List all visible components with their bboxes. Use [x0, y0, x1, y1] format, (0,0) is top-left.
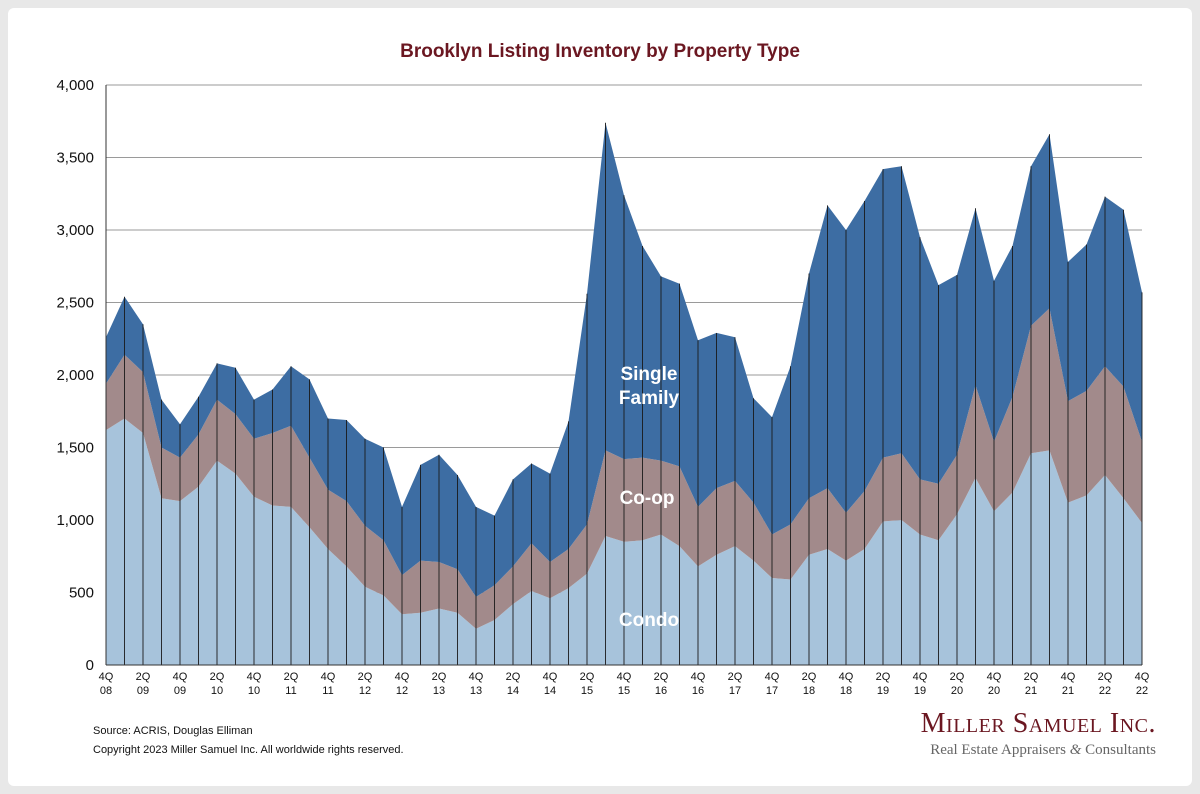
x-tick-label-year: 22 [1136, 685, 1148, 697]
x-tick-label-quarter: 4Q [913, 671, 928, 683]
x-tick-label-quarter: 4Q [395, 671, 410, 683]
x-tick-label-year: 18 [840, 685, 852, 697]
x-tick-label-quarter: 4Q [765, 671, 780, 683]
x-tick-label-quarter: 4Q [469, 671, 484, 683]
x-tick-label-year: 11 [322, 685, 333, 697]
x-tick-label-quarter: 2Q [876, 671, 891, 683]
x-tick-label-year: 21 [1062, 685, 1074, 697]
x-tick-label-year: 18 [803, 685, 815, 697]
x-tick-label-quarter: 4Q [617, 671, 632, 683]
x-tick-label-quarter: 2Q [210, 671, 225, 683]
y-tick-label: 2,000 [56, 367, 94, 384]
brand-tagline: Real Estate Appraisers & Consultants [921, 742, 1156, 759]
x-tick-label-year: 16 [655, 685, 667, 697]
x-tick-label-year: 16 [692, 685, 704, 697]
x-tick-label-quarter: 4Q [321, 671, 336, 683]
x-tick-label-year: 17 [766, 685, 778, 697]
x-tick-label-year: 19 [914, 685, 926, 697]
x-tick-label-quarter: 4Q [247, 671, 262, 683]
x-tick-label-quarter: 4Q [839, 671, 854, 683]
x-tick-label-year: 20 [988, 685, 1000, 697]
y-tick-label: 1,500 [56, 440, 94, 457]
copyright-note: Copyright 2023 Miller Samuel Inc. All wo… [93, 744, 404, 756]
x-axis-tick-labels: 4Q 08 2Q 09 4Q 09 2Q 10 4Q 10 2Q 11 4Q 11 2Q 12 4Q 12 2Q 13… [99, 671, 1150, 697]
x-tick-label-quarter: 2Q [580, 671, 595, 683]
x-tick-label-year: 08 [100, 685, 112, 697]
x-tick-label-year: 13 [433, 685, 445, 697]
x-tick-label-quarter: 2Q [1024, 671, 1039, 683]
y-tick-label: 1,000 [56, 512, 94, 529]
series-label-single-family: Family [619, 388, 680, 409]
x-tick-label-quarter: 2Q [1098, 671, 1113, 683]
x-tick-label-quarter: 2Q [654, 671, 669, 683]
x-tick-label-quarter: 4Q [691, 671, 706, 683]
brand-tagline-part1: Real Estate Appraisers [930, 742, 1070, 758]
x-tick-label-quarter: 4Q [1135, 671, 1150, 683]
brand-tagline-part2: Consultants [1081, 742, 1156, 758]
x-tick-label-quarter: 2Q [950, 671, 965, 683]
x-tick-label-year: 10 [248, 685, 260, 697]
x-tick-label-year: 19 [877, 685, 889, 697]
x-tick-label-quarter: 2Q [136, 671, 151, 683]
axes [105, 85, 1142, 666]
series-label-single-family: Single [620, 364, 677, 385]
x-tick-label-quarter: 2Q [432, 671, 447, 683]
x-tick-label-year: 17 [729, 685, 741, 697]
y-tick-label: 500 [69, 585, 94, 602]
x-tick-label-quarter: 4Q [173, 671, 188, 683]
x-tick-label-quarter: 2Q [802, 671, 817, 683]
x-tick-label-quarter: 2Q [506, 671, 521, 683]
x-tick-label-year: 13 [470, 685, 482, 697]
x-tick-label-year: 14 [507, 685, 519, 697]
x-tick-label-quarter: 4Q [1061, 671, 1076, 683]
x-tick-label-year: 21 [1025, 685, 1037, 697]
y-axis-tick-labels: 0 500 1,000 1,500 2,000 2,500 3,000 3,500 4,000 [56, 77, 94, 674]
x-tick-label-year: 10 [211, 685, 223, 697]
x-tick-label-year: 15 [581, 685, 593, 697]
series-label-condo: Condo [619, 610, 679, 631]
x-tick-label-quarter: 2Q [358, 671, 373, 683]
y-tick-label: 3,000 [56, 222, 94, 239]
x-tick-label-year: 09 [137, 685, 149, 697]
brand-logo: Miller Samuel Inc. Real Estate Appraiser… [921, 708, 1156, 759]
x-tick-label-year: 14 [544, 685, 556, 697]
x-tick-label-quarter: 4Q [543, 671, 558, 683]
series-label-co-op: Co-op [620, 488, 675, 509]
stacked-area-chart: 05001,0001,5002,0002,5003,0003,5004,000 … [56, 77, 1150, 697]
y-tick-label: 0 [86, 657, 94, 674]
brand-tagline-ampersand: & [1069, 742, 1082, 758]
y-tick-label: 3,500 [56, 150, 94, 167]
series-labels: Single Family Co-op Condo [619, 364, 680, 631]
y-tick-label: 4,000 [56, 77, 94, 94]
x-tick-label-year: 12 [396, 685, 408, 697]
brand-name: Miller Samuel Inc. [920, 708, 1156, 739]
chart-card: Brooklyn Listing Inventory by Property T… [8, 8, 1192, 786]
x-tick-label-year: 22 [1099, 685, 1111, 697]
x-tick-label-year: 12 [359, 685, 371, 697]
x-tick-label-quarter: 2Q [728, 671, 743, 683]
source-note: Source: ACRIS, Douglas Elliman [93, 725, 253, 737]
x-tick-label-year: 11 [285, 685, 296, 697]
x-tick-label-year: 20 [951, 685, 963, 697]
x-tick-label-quarter: 4Q [987, 671, 1002, 683]
x-tick-label-year: 15 [618, 685, 630, 697]
chart-title: Brooklyn Listing Inventory by Property T… [400, 41, 800, 62]
x-tick-label-quarter: 2Q [284, 671, 299, 683]
x-tick-label-quarter: 4Q [99, 671, 114, 683]
y-tick-label: 2,500 [56, 295, 94, 312]
x-tick-label-year: 09 [174, 685, 186, 697]
